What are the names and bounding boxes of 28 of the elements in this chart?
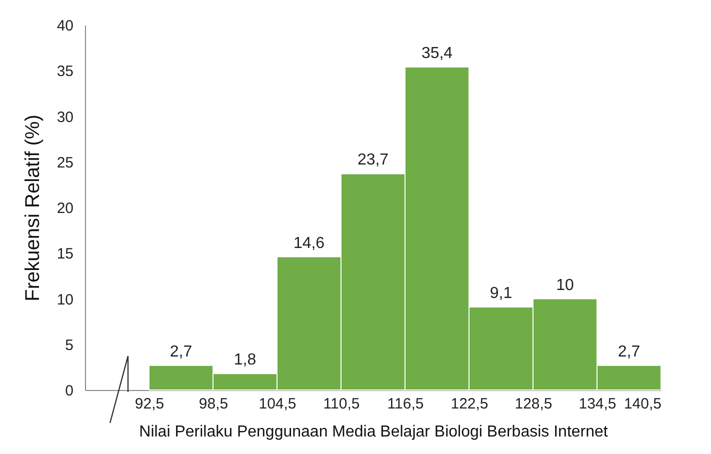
y-tick-label: 35 (56, 63, 74, 80)
x-tick-label: 104,5 (258, 396, 296, 412)
x-tick-label: 140,5 (624, 396, 662, 412)
y-tick-label: 15 (56, 246, 74, 263)
y-tick-label: 0 (65, 382, 74, 400)
x-tick-label: 98,5 (198, 396, 228, 412)
y-tick-label: 5 (65, 336, 74, 354)
y-tick-label: 10 (56, 291, 74, 308)
y-tick-label: 30 (56, 108, 74, 126)
data-label: 9,1 (490, 284, 512, 302)
y-tick-label: 25 (56, 154, 74, 172)
x-tick-label: 116,5 (387, 396, 424, 412)
x-tick-label: 110,5 (323, 396, 360, 412)
data-label: 1,8 (234, 352, 256, 369)
x-axis-title: Nilai Perilaku Penggunaan Media Belajar Biologi Berbasis Internet (139, 424, 608, 440)
data-label: 23,7 (357, 152, 389, 169)
data-label: 2,7 (618, 343, 640, 360)
y-tick-label: 40 (56, 18, 74, 34)
data-label: 14,6 (293, 234, 325, 252)
data-label: 2,7 (170, 343, 192, 360)
x-tick-label: 128,5 (514, 396, 552, 412)
y-tick-label: 20 (56, 200, 74, 217)
y-axis-title: Frekuensi Relatif (%) (22, 114, 44, 302)
x-tick-label: 92,5 (134, 396, 164, 412)
x-tick-label: 122,5 (450, 396, 488, 412)
data-label: 35,4 (421, 44, 453, 62)
data-label: 10 (556, 276, 574, 294)
x-tick-label: 134,5 (578, 396, 616, 412)
